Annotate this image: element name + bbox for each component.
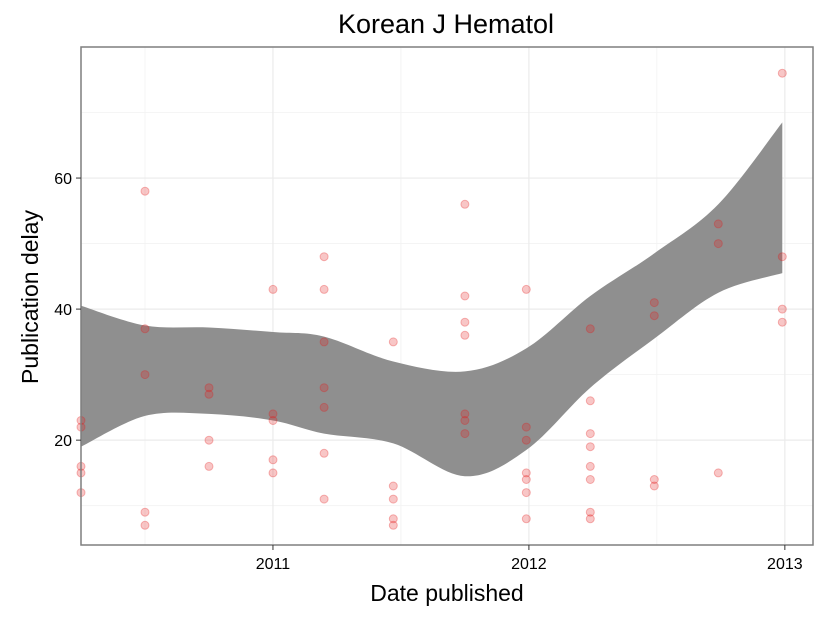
data-point: [585, 396, 595, 406]
data-point: [460, 330, 470, 340]
x-axis-ticks: 2011 2012 2013: [256, 545, 803, 573]
data-point: [319, 383, 329, 393]
data-point: [460, 317, 470, 327]
data-point: [585, 461, 595, 471]
x-axis-label: Date published: [370, 580, 523, 606]
data-point: [777, 68, 787, 78]
data-point: [777, 317, 787, 327]
data-point: [268, 416, 278, 425]
data-point: [319, 494, 329, 504]
data-point: [388, 520, 398, 530]
y-tick-label: 40: [54, 302, 72, 319]
data-point: [268, 468, 278, 478]
data-point: [319, 448, 329, 458]
data-point: [521, 488, 531, 498]
data-point: [140, 507, 150, 517]
smooth-band-layer: [81, 122, 783, 477]
data-point: [388, 337, 398, 347]
data-point: [319, 284, 329, 294]
data-point: [649, 298, 659, 308]
data-point: [777, 252, 787, 262]
smooth-confidence-band: [81, 122, 783, 477]
data-point: [140, 324, 150, 334]
data-point: [268, 455, 278, 465]
data-point: [649, 481, 659, 491]
data-point: [268, 284, 278, 294]
data-point: [521, 514, 531, 524]
data-point: [460, 429, 470, 439]
data-point: [649, 475, 659, 484]
data-point: [204, 435, 214, 445]
data-point: [204, 389, 214, 399]
data-point: [319, 252, 329, 262]
data-point: [649, 311, 659, 321]
data-point: [713, 468, 723, 478]
data-point: [585, 475, 595, 484]
data-point: [140, 370, 150, 380]
data-point: [585, 507, 595, 517]
data-point: [585, 429, 595, 439]
y-axis-ticks: 20 40 60: [54, 171, 81, 450]
x-tick-label: 2013: [767, 556, 803, 573]
data-point: [460, 291, 470, 301]
data-point: [713, 219, 723, 229]
data-point: [204, 383, 214, 393]
data-point: [460, 409, 470, 419]
y-tick-label: 20: [54, 433, 72, 450]
data-point: [585, 324, 595, 334]
data-point: [319, 337, 329, 347]
points-layer: [76, 68, 787, 530]
data-point: [521, 284, 531, 294]
x-tick-label: 2011: [256, 556, 291, 573]
data-point: [388, 514, 398, 524]
data-point: [777, 304, 787, 314]
data-point: [268, 409, 278, 419]
data-point: [388, 481, 398, 491]
data-point: [585, 514, 595, 524]
x-tick-label: 2012: [511, 556, 547, 573]
data-point: [521, 422, 531, 432]
data-point: [460, 416, 470, 425]
data-point: [521, 475, 531, 484]
data-point: [521, 435, 531, 445]
data-point: [319, 402, 329, 412]
plot-panel-border: [80, 46, 814, 546]
y-tick-label: 60: [54, 171, 72, 188]
data-point: [460, 199, 470, 209]
data-point: [140, 520, 150, 530]
data-point: [713, 239, 723, 249]
y-axis-label: Publication delay: [17, 210, 43, 384]
data-point: [388, 494, 398, 504]
data-point: [140, 186, 150, 196]
data-point: [204, 461, 214, 471]
data-point: [521, 468, 531, 478]
chart-title: Korean J Hematol: [338, 9, 554, 39]
data-point: [585, 442, 595, 452]
